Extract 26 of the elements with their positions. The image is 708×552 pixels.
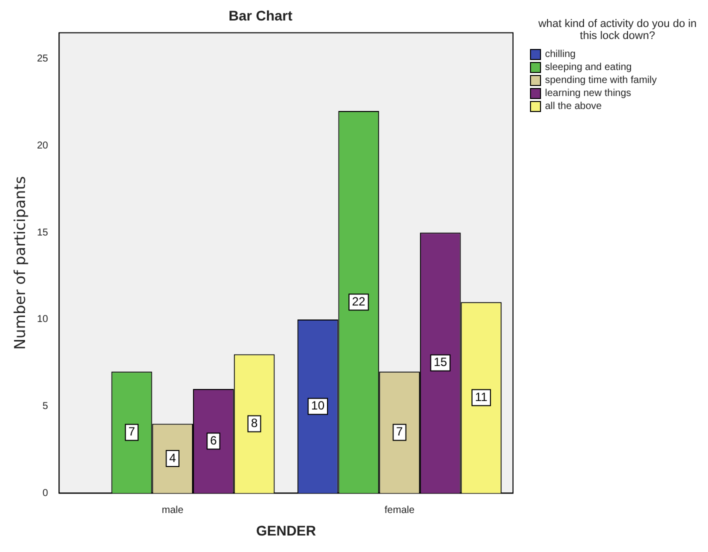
x-tick-label: female bbox=[384, 504, 415, 516]
legend-label: chilling bbox=[545, 49, 576, 60]
data-label: 8 bbox=[250, 416, 258, 430]
legend-label: sleeping and eating bbox=[545, 62, 632, 73]
legend-label: spending time with family bbox=[545, 75, 657, 86]
y-tick-label: 10 bbox=[37, 314, 49, 326]
y-axis-title: Number of participants bbox=[10, 176, 29, 350]
y-tick-label: 20 bbox=[37, 140, 49, 152]
y-tick-label: 25 bbox=[37, 54, 49, 65]
y-tick-label: 15 bbox=[37, 227, 49, 238]
x-tick-label: male bbox=[162, 504, 184, 516]
y-tick-label: 5 bbox=[42, 401, 49, 412]
legend-label: learning new things bbox=[545, 88, 632, 99]
data-label: 7 bbox=[128, 424, 136, 439]
data-label: 10 bbox=[311, 398, 325, 413]
x-axis-title: GENDER bbox=[256, 522, 316, 538]
data-label: 4 bbox=[169, 450, 176, 465]
data-label: 11 bbox=[474, 390, 488, 404]
legend-label: all the above bbox=[545, 101, 602, 112]
data-label: 7 bbox=[396, 424, 404, 439]
data-label: 15 bbox=[434, 355, 448, 370]
data-label: 22 bbox=[352, 294, 366, 308]
legend-title: what kind of activity do you do in this lock down? bbox=[537, 18, 698, 42]
data-label: 6 bbox=[210, 433, 218, 448]
chart-title: Bar Chart bbox=[228, 7, 293, 24]
y-tick-label: 0 bbox=[42, 488, 49, 499]
